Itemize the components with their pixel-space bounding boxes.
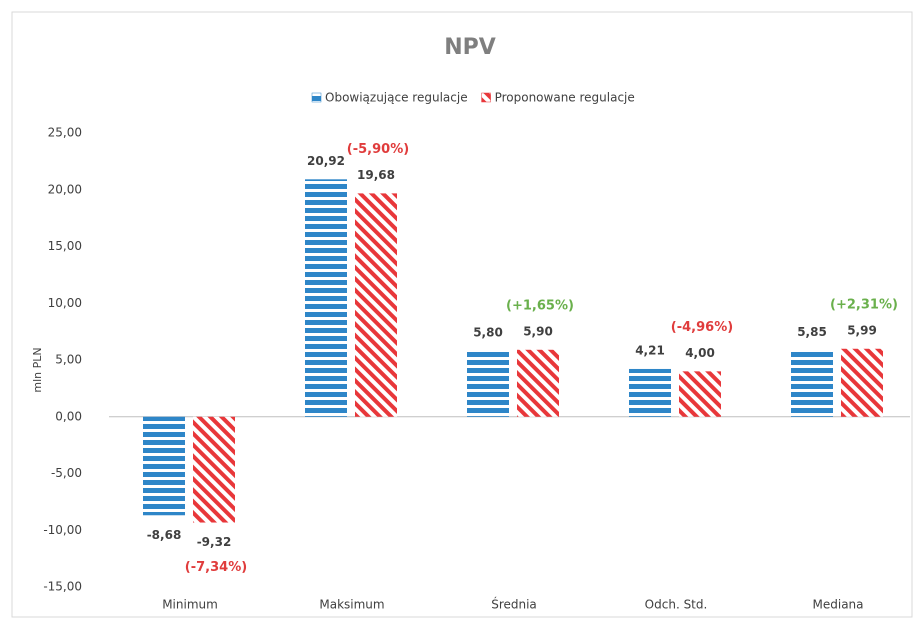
value-label: -9,32 <box>197 535 232 549</box>
change-label: (+1,65%) <box>506 298 574 313</box>
x-tick-label: Średnia <box>491 597 537 612</box>
bar <box>791 350 833 417</box>
change-label: (-4,96%) <box>671 320 733 335</box>
y-tick-label: 10,00 <box>48 296 82 310</box>
value-label: 20,92 <box>307 154 345 168</box>
y-tick-label: -15,00 <box>43 580 82 594</box>
value-label: 5,90 <box>523 324 553 338</box>
y-tick-label: 5,00 <box>55 353 82 367</box>
change-label: (-7,34%) <box>185 560 247 575</box>
y-tick-label: 0,00 <box>55 409 82 423</box>
bar <box>841 348 883 417</box>
bar <box>193 416 235 523</box>
chart-title: NPV <box>444 35 496 60</box>
y-tick-label: 25,00 <box>48 126 82 140</box>
legend-label: Obowiązujące regulacje <box>325 91 468 105</box>
value-label: 4,00 <box>685 346 715 360</box>
x-tick-label: Mediana <box>813 598 864 612</box>
bar <box>355 193 397 417</box>
value-label: -8,68 <box>147 528 182 542</box>
x-tick-label: Minimum <box>162 598 218 612</box>
y-axis-label: mln PLN <box>31 347 44 392</box>
bar <box>305 179 347 417</box>
legend-swatch <box>311 92 322 103</box>
legend-label: Proponowane regulacje <box>495 91 635 105</box>
value-label: 4,21 <box>635 343 665 357</box>
change-label: (-5,90%) <box>347 142 409 157</box>
bar <box>143 416 185 516</box>
bar <box>467 350 509 417</box>
x-tick-label: Maksimum <box>319 598 384 612</box>
legend-swatch <box>481 92 491 103</box>
bar <box>679 371 721 417</box>
y-tick-label: -5,00 <box>51 466 82 480</box>
value-label: 5,80 <box>473 325 503 339</box>
x-tick-label: Odch. Std. <box>645 598 708 612</box>
bar <box>517 349 559 417</box>
y-tick-label: 20,00 <box>48 182 82 196</box>
value-label: 5,85 <box>797 325 827 339</box>
change-label: (+2,31%) <box>830 297 898 312</box>
bar <box>629 368 671 417</box>
y-tick-label: 15,00 <box>48 239 82 253</box>
y-tick-label: -10,00 <box>43 523 82 537</box>
value-label: 19,68 <box>357 168 395 182</box>
chart-border <box>11 11 913 618</box>
value-label: 5,99 <box>847 323 877 337</box>
